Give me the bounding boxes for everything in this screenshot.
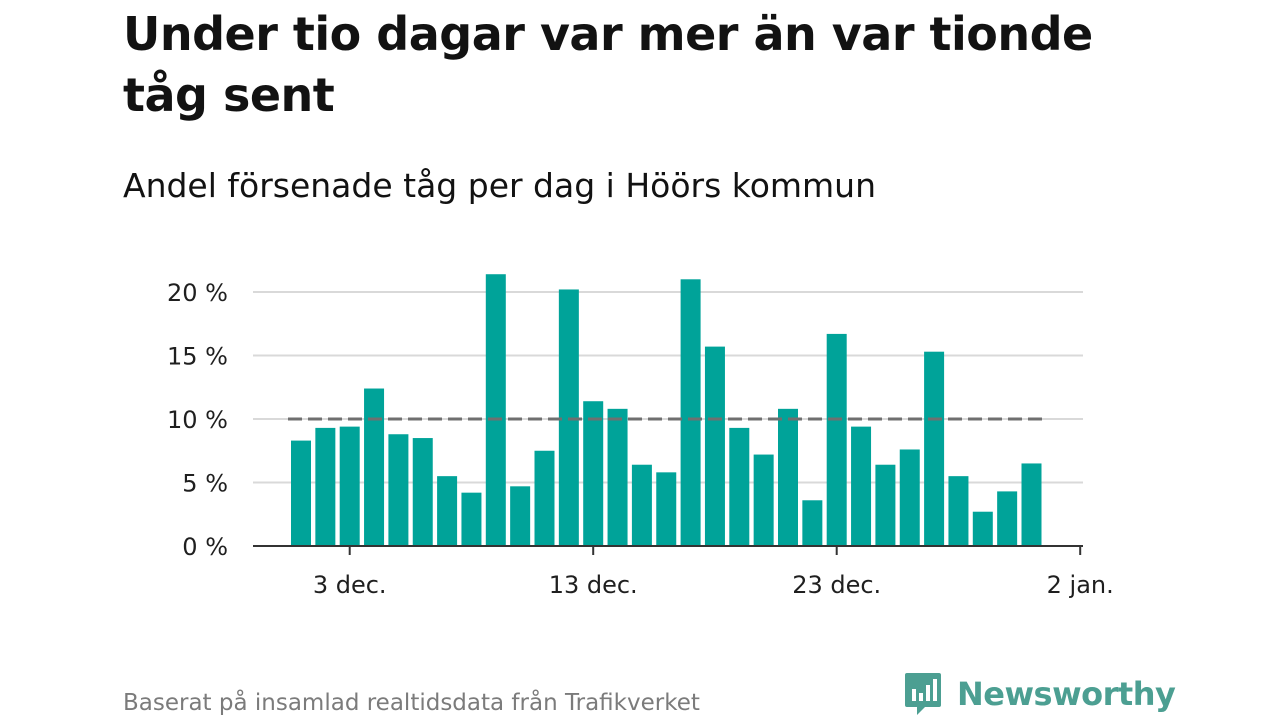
bar <box>461 492 482 546</box>
bar <box>485 274 506 546</box>
x-tick-label: 23 dec. <box>792 571 881 599</box>
bar <box>972 511 993 546</box>
axes: 0 % 5 % 10 % 15 % 20 % 3 dec. 13 dec. 23 dec. 2 … <box>167 279 1114 599</box>
bar <box>437 476 458 546</box>
bar <box>315 427 336 546</box>
bar <box>924 351 945 546</box>
bar <box>997 491 1018 546</box>
bar <box>656 472 677 546</box>
y-tick-label: 15 % <box>167 343 228 371</box>
bar <box>364 388 385 546</box>
bar <box>851 426 872 546</box>
bar <box>1021 463 1042 546</box>
bar <box>729 427 750 546</box>
bar <box>631 464 652 546</box>
y-tick-label: 10 % <box>167 406 228 434</box>
x-tick-label: 3 dec. <box>313 571 387 599</box>
bar <box>339 426 360 546</box>
source-note: Baserat på insamlad realtidsdata från Tr… <box>123 690 700 716</box>
bar <box>802 500 823 546</box>
x-tick-label: 2 jan. <box>1047 571 1114 599</box>
y-tick-label: 5 % <box>182 470 228 498</box>
bar <box>583 401 604 546</box>
bar <box>778 408 798 546</box>
bar <box>534 450 555 546</box>
newsworthy-logo-icon <box>905 673 941 715</box>
bar <box>510 486 531 546</box>
bar <box>875 464 896 546</box>
bar <box>291 440 311 546</box>
bar <box>412 438 433 546</box>
bar <box>948 476 969 546</box>
chart-subtitle: Andel försenade tåg per dag i Höörs komm… <box>123 166 877 205</box>
bar <box>388 434 409 546</box>
bar <box>826 333 847 546</box>
chart-title: Under tio dagar var mer än var tionde tå… <box>123 7 1093 122</box>
bar <box>899 449 920 546</box>
bar <box>704 346 725 546</box>
bars <box>291 274 1042 546</box>
brand-name: Newsworthy <box>957 675 1176 713</box>
brand-logo: Newsworthy <box>903 670 1176 718</box>
bar <box>753 454 774 546</box>
bar <box>607 408 628 546</box>
bar <box>680 279 701 546</box>
x-tick-label: 13 dec. <box>549 571 638 599</box>
y-tick-label: 20 % <box>167 279 228 307</box>
y-tick-label: 0 % <box>182 533 228 561</box>
